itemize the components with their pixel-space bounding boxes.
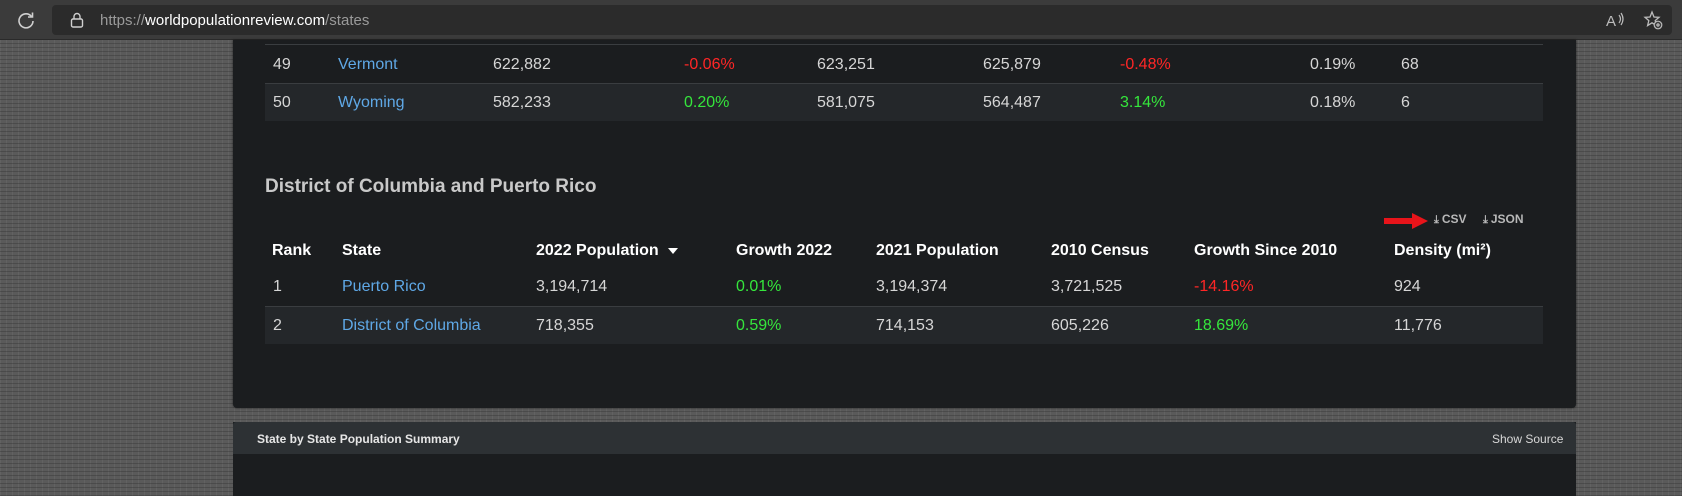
table-row: 2 District of Columbia 718,355 0.59% 714… xyxy=(265,307,1543,344)
table-row: 50 Wyoming 582,233 0.20% 581,075 564,487… xyxy=(265,84,1543,121)
density-cell: 11,776 xyxy=(1394,317,1442,334)
density-cell: 924 xyxy=(1394,278,1421,295)
growth-since-2010-cell: 18.69% xyxy=(1194,317,1249,334)
lock-icon[interactable] xyxy=(70,12,84,28)
census-2010-cell: 605,226 xyxy=(1051,317,1109,334)
csv-download-link[interactable]: ⤓ CSV xyxy=(1434,212,1467,227)
census-2010-cell: 3,721,525 xyxy=(1051,278,1123,295)
add-favorite-icon[interactable] xyxy=(1643,10,1663,30)
state-link[interactable]: District of Columbia xyxy=(342,317,481,334)
url-prefix: https:// xyxy=(100,12,146,29)
summary-panel-header xyxy=(233,422,1576,454)
pop-2022-cell: 3,194,714 xyxy=(536,278,608,295)
growth-2022-cell: 0.01% xyxy=(736,278,782,295)
pop-2021-cell: 581,075 xyxy=(817,94,875,111)
share-cell: 0.19% xyxy=(1310,56,1356,73)
census-2010-cell: 625,879 xyxy=(983,56,1041,73)
row-divider xyxy=(265,83,1543,84)
table-row: 49 Vermont 622,882 -0.06% 623,251 625,87… xyxy=(265,46,1543,83)
pop-2021-cell: 714,153 xyxy=(876,317,934,334)
row-divider xyxy=(265,306,1543,307)
density-cell: 68 xyxy=(1401,56,1419,73)
state-link[interactable]: Puerto Rico xyxy=(342,278,426,295)
section-title: District of Columbia and Puerto Rico xyxy=(265,176,597,197)
pop-2022-cell: 718,355 xyxy=(536,317,594,334)
download-icon: ⤓ xyxy=(1483,214,1488,226)
sort-desc-icon xyxy=(667,247,678,254)
column-header-pop-2022[interactable]: 2022 Population xyxy=(536,242,678,260)
column-header-state[interactable]: State xyxy=(342,242,382,259)
column-header-density[interactable]: Density (mi²) xyxy=(1394,242,1491,259)
growth-since-2010-cell: -14.16% xyxy=(1194,278,1254,295)
growth-since-2010-cell: -0.48% xyxy=(1120,56,1171,73)
rank-cell: 50 xyxy=(273,94,291,111)
column-header-rank[interactable]: Rank xyxy=(272,242,312,259)
growth-2022-cell: -0.06% xyxy=(684,56,735,73)
rank-cell: 49 xyxy=(273,56,291,73)
url-path: /states xyxy=(325,12,370,29)
row-divider xyxy=(265,44,1543,45)
pop-2021-cell: 623,251 xyxy=(817,56,875,73)
table-row: 1 Puerto Rico 3,194,714 0.01% 3,194,374 … xyxy=(265,268,1543,305)
pop-2021-cell: 3,194,374 xyxy=(876,278,948,295)
url-text[interactable]: https://worldpopulationreview.com/states xyxy=(100,12,369,29)
census-2010-cell: 564,487 xyxy=(983,94,1041,111)
column-header-growth-since-2010[interactable]: Growth Since 2010 xyxy=(1194,242,1338,259)
growth-2022-cell: 0.20% xyxy=(684,94,730,111)
address-bar[interactable] xyxy=(52,5,1672,35)
state-link[interactable]: Wyoming xyxy=(338,94,405,111)
download-icon: ⤓ xyxy=(1434,214,1439,226)
state-link[interactable]: Vermont xyxy=(338,56,398,73)
rank-cell: 1 xyxy=(273,278,282,295)
column-header-growth-2022[interactable]: Growth 2022 xyxy=(736,242,833,259)
column-header-pop-2022-label: 2022 Population xyxy=(536,242,659,259)
growth-since-2010-cell: 3.14% xyxy=(1120,94,1166,111)
annotation-arrow-icon xyxy=(1384,213,1428,229)
csv-label: CSV xyxy=(1441,212,1467,226)
share-cell: 0.18% xyxy=(1310,94,1356,111)
summary-panel-title: State by State Population Summary xyxy=(257,432,460,446)
reload-icon[interactable] xyxy=(16,10,36,30)
read-aloud-icon[interactable]: A xyxy=(1605,11,1627,29)
svg-text:A: A xyxy=(1606,13,1616,29)
column-header-pop-2021[interactable]: 2021 Population xyxy=(876,242,999,259)
growth-2022-cell: 0.59% xyxy=(736,317,782,334)
density-cell: 6 xyxy=(1401,94,1410,111)
pop-2022-cell: 582,233 xyxy=(493,94,551,111)
column-header-census-2010[interactable]: 2010 Census xyxy=(1051,242,1149,259)
rank-cell: 2 xyxy=(273,317,282,334)
url-host: worldpopulationreview.com xyxy=(145,12,326,29)
json-label: JSON xyxy=(1490,212,1524,226)
pop-2022-cell: 622,882 xyxy=(493,56,551,73)
json-download-link[interactable]: ⤓ JSON xyxy=(1483,212,1524,227)
show-source-button[interactable]: Show Source xyxy=(1492,432,1564,446)
